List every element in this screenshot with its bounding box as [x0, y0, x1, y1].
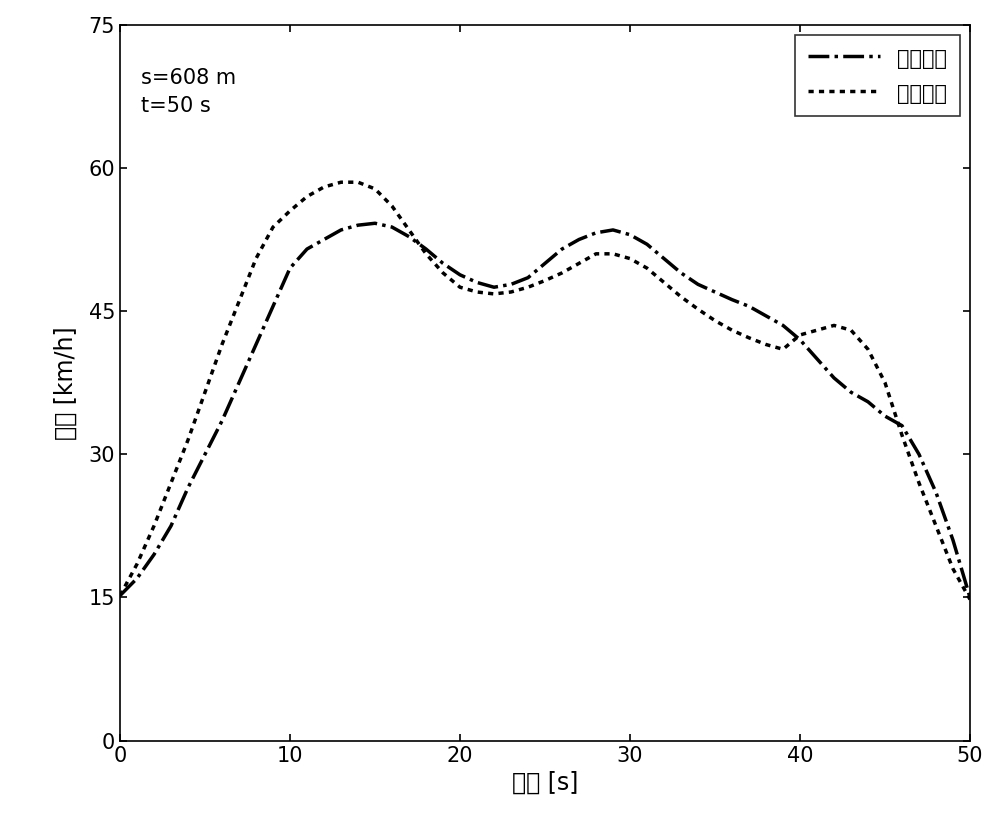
- Legend: 自由驾驶, 节能驾驶: 自由驾驶, 节能驾驶: [795, 35, 960, 116]
- 自由驾驶: [369, 218, 381, 228]
- 自由驾驶: [403, 232, 415, 242]
- Text: s=608 m
t=50 s: s=608 m t=50 s: [141, 67, 236, 116]
- X-axis label: 时间 [s]: 时间 [s]: [512, 771, 578, 795]
- 节能驾驶: [692, 305, 704, 314]
- 自由驾驶: [947, 535, 959, 545]
- 节能驾驶: [114, 591, 126, 601]
- 自由驾驶: [114, 591, 126, 601]
- 节能驾驶: [386, 201, 398, 211]
- 节能驾驶: [947, 564, 959, 574]
- 节能驾驶: [301, 192, 313, 202]
- 自由驾驶: [692, 280, 704, 290]
- 节能驾驶: [335, 177, 347, 187]
- 自由驾驶: [386, 222, 398, 232]
- Line: 自由驾驶: 自由驾驶: [120, 223, 970, 597]
- Y-axis label: 车速 [km/h]: 车速 [km/h]: [53, 326, 77, 439]
- 自由驾驶: [964, 593, 976, 602]
- 节能驾驶: [743, 332, 755, 342]
- 节能驾驶: [403, 225, 415, 235]
- 节能驾驶: [964, 594, 976, 604]
- 自由驾驶: [301, 244, 313, 254]
- 自由驾驶: [743, 301, 755, 311]
- Line: 节能驾驶: 节能驾驶: [120, 182, 970, 599]
